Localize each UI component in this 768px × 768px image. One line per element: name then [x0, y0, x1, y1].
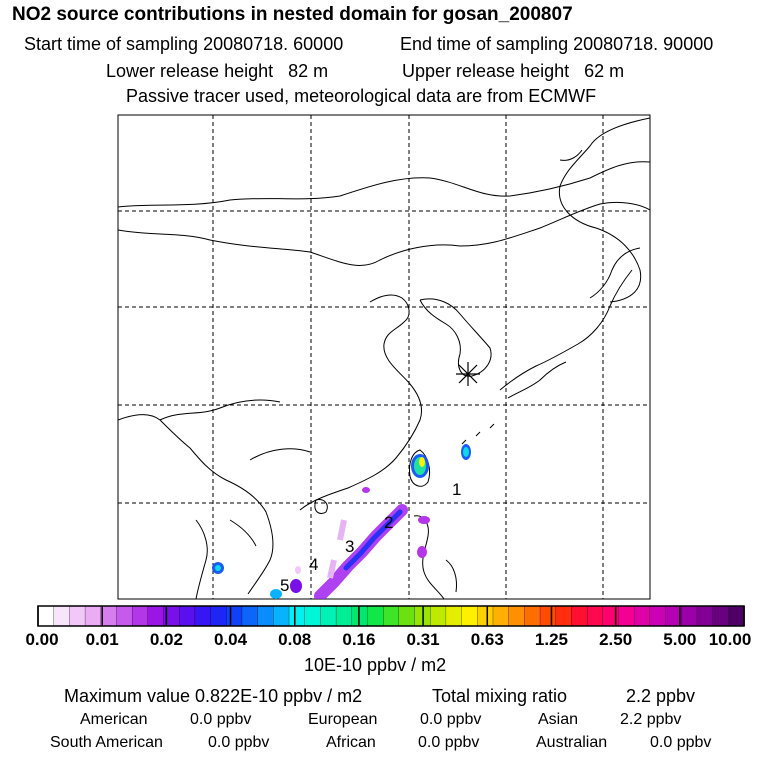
- colorbar-cell: [257, 605, 274, 627]
- region-label-4: 4: [309, 555, 318, 574]
- graticule: [118, 115, 650, 599]
- australian-value: 0.0 ppbv: [650, 734, 712, 751]
- contribution-field: [212, 444, 471, 599]
- region-label-2: 2: [384, 513, 393, 532]
- colorbar-cell: [194, 605, 212, 627]
- colorbar-cell: [100, 605, 118, 627]
- colorbar-tick-label: 0.01: [85, 630, 119, 649]
- colorbar-cell: [37, 605, 55, 627]
- colorbar-tick-label: 5.00: [663, 630, 697, 649]
- colorbar-cell: [84, 605, 102, 627]
- receptor-star-icon: [456, 362, 480, 386]
- colorbar-cell: [634, 605, 651, 627]
- region-label-3: 3: [345, 537, 354, 556]
- colorbar-cell: [461, 605, 478, 627]
- total-mixing-value: 2.2 ppbv: [626, 686, 696, 706]
- colorbar-cell: [477, 605, 494, 627]
- colorbar-cells: [37, 605, 745, 627]
- colorbar-cell: [288, 605, 306, 627]
- colorbar-cell: [555, 605, 573, 627]
- colorbar-tick-label: 10.00: [708, 630, 752, 649]
- colorbar-cell: [383, 605, 400, 627]
- map-frame: [117, 114, 651, 600]
- european-value: 0.0 ppbv: [420, 711, 482, 728]
- colorbar-cell: [430, 605, 447, 627]
- lower-release-height: Lower release height 82 m: [106, 61, 329, 81]
- upper-release-height: Upper release height 62 m: [402, 61, 625, 81]
- colorbar-tick-label: 0.31: [406, 630, 440, 649]
- colorbar-frame: [37, 605, 745, 627]
- colorbar-cell: [273, 605, 290, 627]
- colorbar-cell: [226, 605, 243, 627]
- colorbar-cell: [681, 605, 698, 627]
- colorbar-cell: [586, 605, 604, 627]
- page-title: NO2 source contributions in nested domai…: [12, 4, 573, 25]
- european-label: European: [308, 711, 378, 728]
- colorbar-cell: [335, 605, 353, 627]
- colorbar-cell: [179, 605, 196, 627]
- colorbar-cell: [508, 605, 526, 627]
- colorbar-cell: [131, 605, 149, 627]
- colorbar-cell: [53, 605, 71, 627]
- total-mixing-label: Total mixing ratio: [432, 686, 568, 706]
- african-value: 0.0 ppbv: [418, 734, 480, 751]
- american-value: 0.0 ppbv: [190, 711, 252, 728]
- colorbar-cell: [147, 605, 165, 627]
- south-american-value: 0.0 ppbv: [208, 734, 270, 751]
- colorbar-tick-label: 1.25: [534, 630, 568, 649]
- region-label-5: 5: [280, 576, 289, 595]
- colorbar-cell: [492, 605, 510, 627]
- colorbar-tick-label: 2.50: [599, 630, 633, 649]
- colorbar-cell: [696, 605, 714, 627]
- colorbar-tick-label: 0.00: [25, 630, 59, 649]
- colorbar-cell: [602, 605, 620, 627]
- african-label: African: [326, 734, 376, 751]
- colorbar-tick-label: 0.04: [213, 630, 248, 649]
- american-label: American: [80, 711, 148, 728]
- colorbar-cell: [351, 605, 369, 627]
- colorbar-cell: [618, 605, 635, 627]
- colorbar-cell: [398, 605, 416, 627]
- colorbar-tick-label: 0.08: [278, 630, 312, 649]
- colorbar-major-ticks: [37, 606, 745, 626]
- colorbar-cell: [445, 605, 463, 627]
- colorbar-cell: [712, 605, 729, 627]
- australian-label: Australian: [536, 734, 608, 751]
- colorbar-tick-label: 0.02: [149, 630, 183, 649]
- colorbar-cell: [320, 605, 337, 627]
- coastlines: [118, 117, 650, 599]
- colorbar-cell: [116, 605, 133, 627]
- colorbar-cell: [524, 605, 541, 627]
- max-value: Maximum value 0.822E-10 ppbv / m2: [64, 686, 363, 706]
- south-american-label: South American: [50, 734, 163, 751]
- colorbar-cell: [367, 605, 384, 627]
- region-label-1: 1: [452, 480, 461, 499]
- start-time: Start time of sampling 20080718. 60000: [24, 34, 344, 54]
- colorbar-unit: 10E-10 ppbv / m2: [304, 655, 447, 675]
- colorbar-cell: [649, 605, 667, 627]
- colorbar-tick-label: 0.16: [342, 630, 376, 649]
- colorbar-tick-label: 0.63: [470, 630, 504, 649]
- colorbar-cell: [210, 605, 227, 627]
- colorbar-cell: [571, 605, 588, 627]
- end-time: End time of sampling 20080718. 90000: [400, 34, 714, 54]
- tracer-note: Passive tracer used, meteorological data…: [126, 86, 597, 106]
- colorbar-cell: [304, 605, 322, 627]
- colorbar-cell: [69, 605, 86, 627]
- asian-value: 2.2 ppbv: [620, 711, 682, 728]
- colorbar-cell: [241, 605, 259, 627]
- colorbar-cell: [728, 605, 745, 627]
- asian-label: Asian: [538, 711, 579, 728]
- colorbar-cell: [539, 605, 557, 627]
